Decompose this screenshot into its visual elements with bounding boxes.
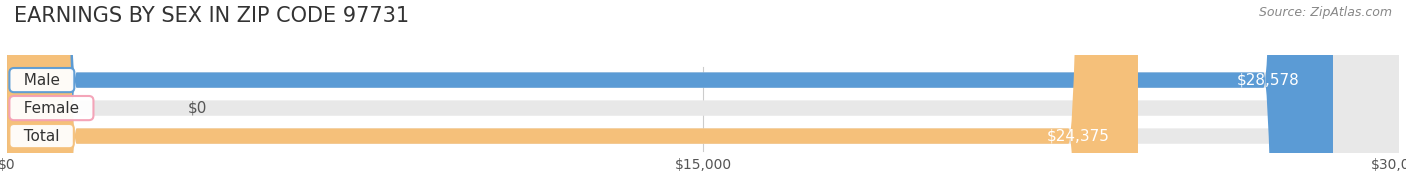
FancyBboxPatch shape [7,0,1137,196]
Text: EARNINGS BY SEX IN ZIP CODE 97731: EARNINGS BY SEX IN ZIP CODE 97731 [14,6,409,26]
Text: $24,375: $24,375 [1047,129,1109,144]
Text: Female: Female [14,101,89,116]
Text: $28,578: $28,578 [1237,73,1299,88]
FancyBboxPatch shape [7,0,1333,196]
FancyBboxPatch shape [7,0,1399,196]
FancyBboxPatch shape [7,0,1399,196]
FancyBboxPatch shape [7,0,1399,196]
Text: $0: $0 [188,101,207,116]
Text: Source: ZipAtlas.com: Source: ZipAtlas.com [1258,6,1392,19]
Text: Total: Total [14,129,69,144]
Text: Male: Male [14,73,70,88]
